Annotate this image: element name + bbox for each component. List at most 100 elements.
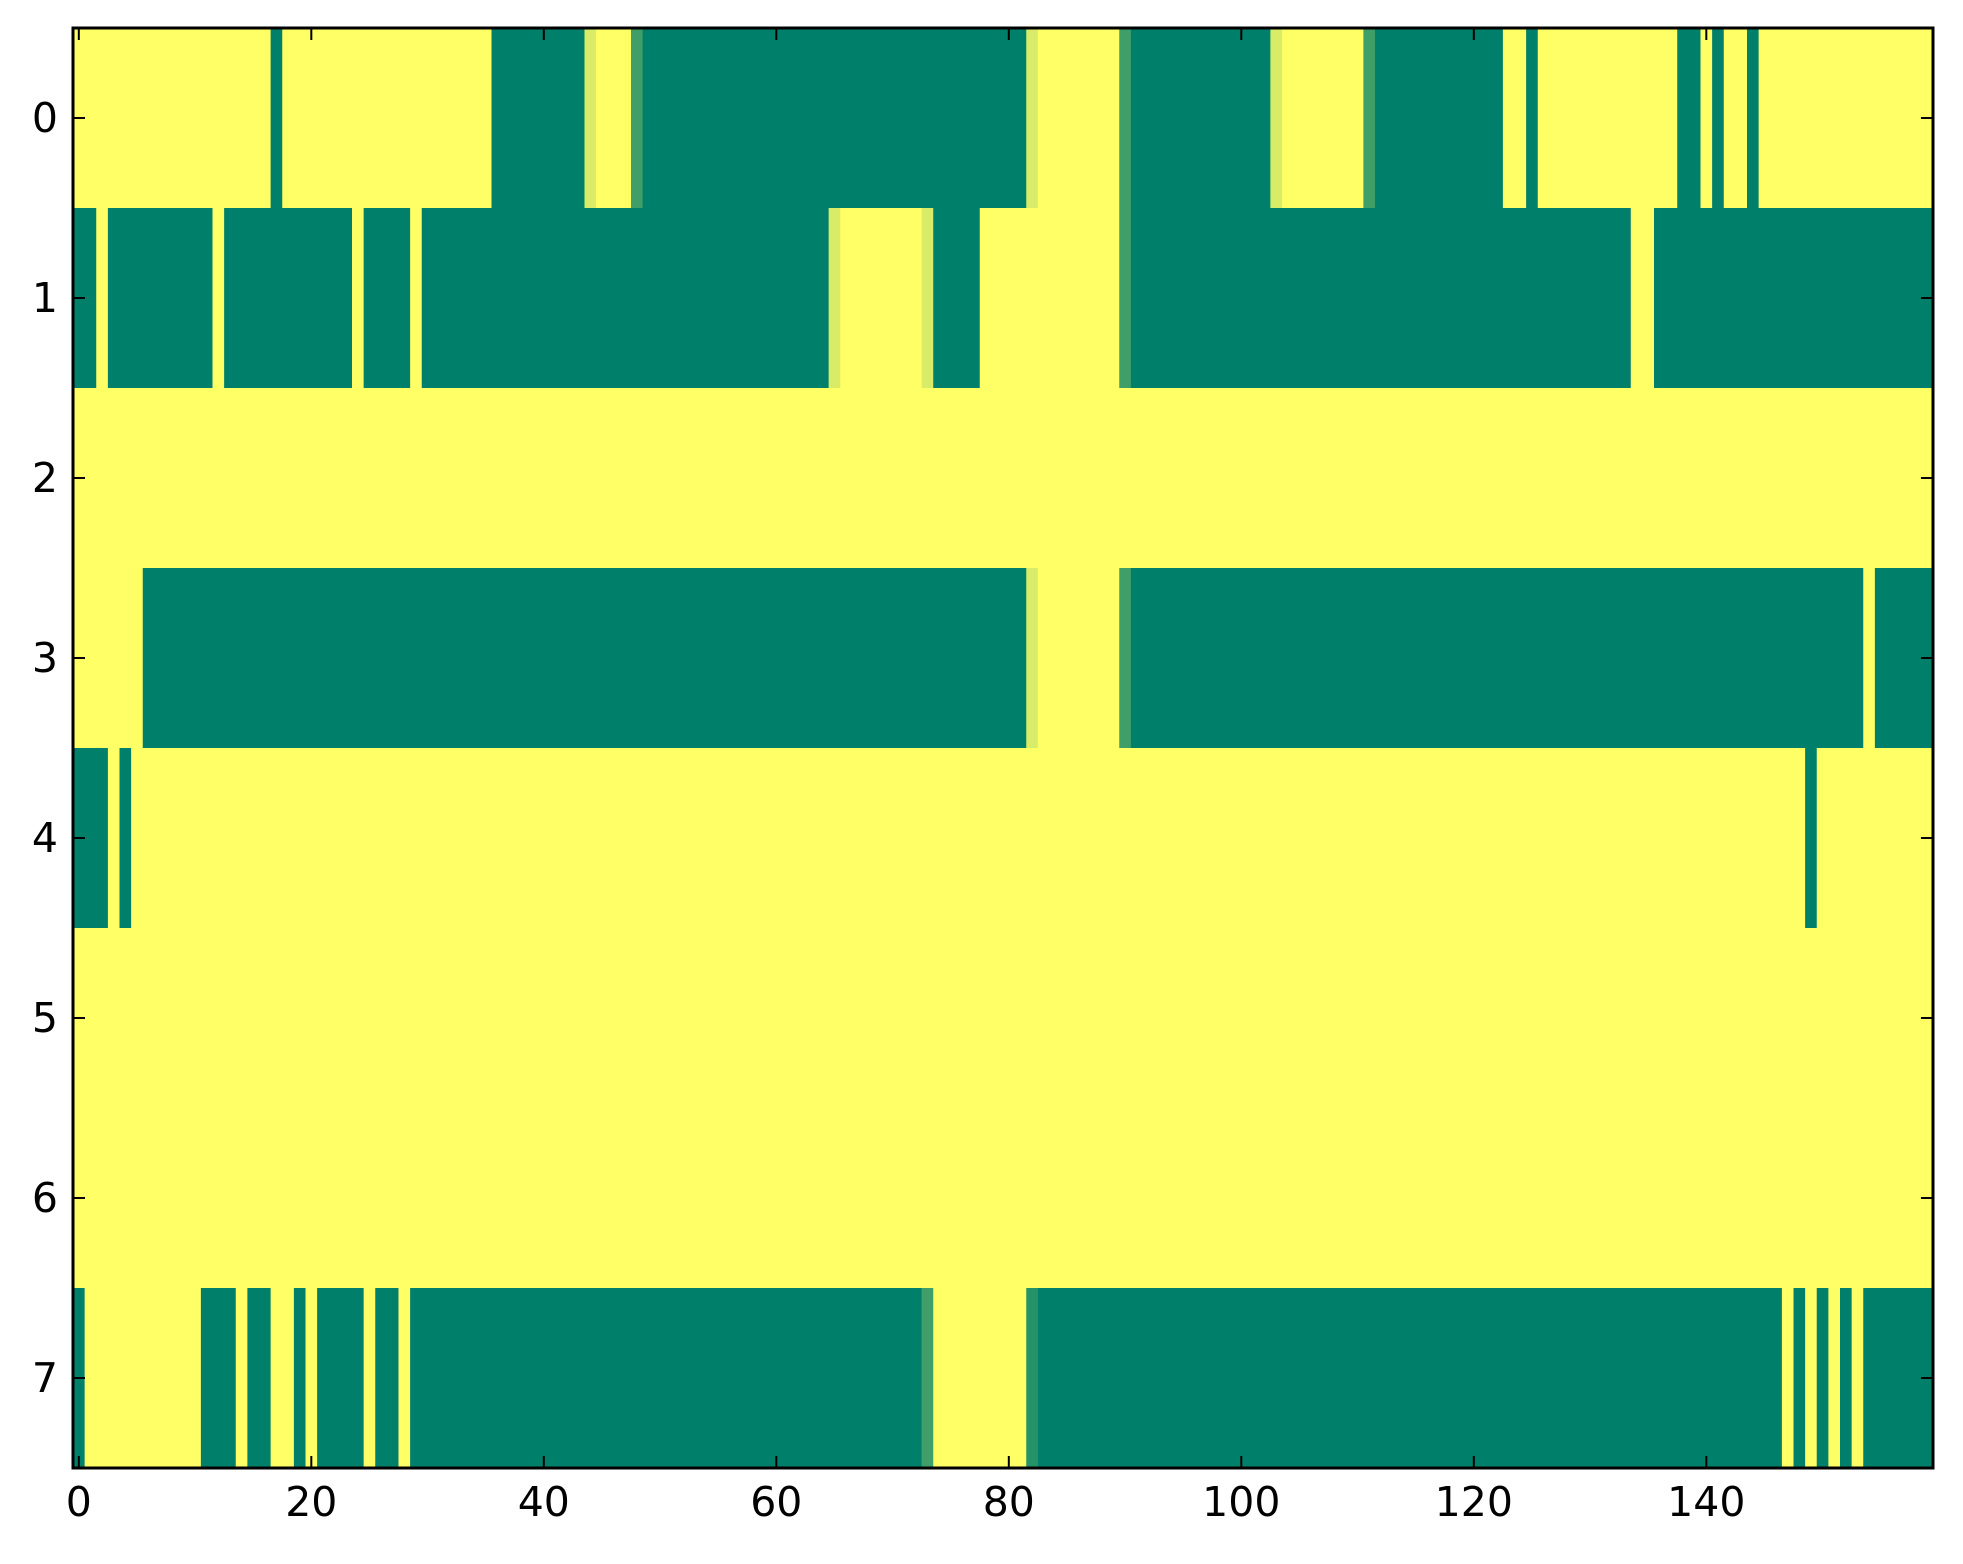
heatmap-cell-row-7-seg-17 bbox=[1781, 1288, 1795, 1469]
heatmap-cell-row-1-seg-3 bbox=[212, 208, 225, 389]
x-axis: 0 20 40 60 80 100 120 140 bbox=[66, 28, 1745, 1526]
heatmap-cell-row-0-seg-1 bbox=[270, 28, 283, 209]
heatmap-cell-row-7-seg-19 bbox=[1805, 1288, 1818, 1469]
heatmap-cell-row-4-seg-5 bbox=[1816, 748, 1934, 929]
heatmap-cell-row-7-seg-18 bbox=[1793, 1288, 1806, 1469]
heatmap-cell-row-0-seg-4 bbox=[584, 28, 597, 209]
heatmap-cell-row-7-seg-21 bbox=[1828, 1288, 1841, 1469]
heatmap-cell-row-7-seg-20 bbox=[1816, 1288, 1829, 1469]
heatmap-cell-row-0-seg-23 bbox=[1747, 28, 1760, 209]
heatmap-cell-row-0-seg-3 bbox=[491, 28, 586, 209]
heatmap-cell-row-7-seg-16 bbox=[1037, 1288, 1783, 1469]
heatmap-cell-row-0-seg-17 bbox=[1526, 28, 1539, 209]
heatmap-cell-row-3-seg-6 bbox=[1863, 568, 1876, 749]
heatmap-cell-row-7-seg-14 bbox=[933, 1288, 1027, 1469]
heatmap-cell-row-7-seg-10 bbox=[375, 1288, 400, 1469]
heatmap-cell-row-4-seg-2 bbox=[119, 748, 132, 929]
heatmap-cell-row-0-seg-0 bbox=[73, 28, 272, 209]
heatmap-cell-row-7-seg-23 bbox=[1851, 1288, 1864, 1469]
heatmap-cell-row-1-seg-1 bbox=[96, 208, 109, 389]
heatmap-cell-row-7-seg-22 bbox=[1840, 1288, 1853, 1469]
heatmap-cell-row-1-seg-11 bbox=[921, 208, 934, 389]
heatmap-cell-row-0-seg-13 bbox=[1282, 28, 1364, 209]
heatmap-cell-row-4-seg-1 bbox=[107, 748, 121, 929]
y-tick-label-5: 5 bbox=[32, 994, 58, 1042]
heatmap-cell-row-4-seg-3 bbox=[131, 748, 1806, 929]
y-tick-label-3: 3 bbox=[32, 634, 58, 682]
heatmap-cell-row-0-seg-2 bbox=[282, 28, 493, 209]
heatmap-cell-row-0-seg-5 bbox=[596, 28, 632, 209]
heatmap-cell-row-7-seg-2 bbox=[200, 1288, 237, 1469]
x-tick-label-100: 100 bbox=[1202, 1478, 1280, 1526]
heatmap-cell-row-0-seg-22 bbox=[1723, 28, 1748, 209]
heatmap-cell-row-7-seg-15 bbox=[1026, 1288, 1039, 1469]
heatmap-cell-row-0-seg-11 bbox=[1130, 28, 1271, 209]
x-tick-label-0: 0 bbox=[66, 1478, 92, 1526]
heatmap-cell-row-7-seg-13 bbox=[921, 1288, 934, 1469]
x-tick-label-120: 120 bbox=[1435, 1478, 1513, 1526]
y-axis: 0 1 2 3 4 5 6 7 bbox=[32, 94, 1933, 1402]
heatmap-cell-row-1-seg-12 bbox=[933, 208, 981, 389]
heatmap-cell-row-1-seg-4 bbox=[224, 208, 353, 389]
heatmap-cell-row-0-seg-15 bbox=[1375, 28, 1504, 209]
heatmap-cell-row-0-seg-8 bbox=[1026, 28, 1039, 209]
heatmap-cell-row-7-seg-4 bbox=[247, 1288, 272, 1469]
heatmap-cell-row-7-seg-3 bbox=[235, 1288, 248, 1469]
heatmap-cell-row-1-seg-14 bbox=[1119, 208, 1132, 389]
heatmap-cell-row-7-seg-7 bbox=[305, 1288, 318, 1469]
heatmap-cell-row-0-seg-14 bbox=[1363, 28, 1376, 209]
heatmap-cell-row-3-seg-5 bbox=[1130, 568, 1864, 749]
heatmap-cell-row-3-seg-4 bbox=[1119, 568, 1132, 749]
heatmap-cell-row-1-seg-17 bbox=[1654, 208, 1934, 389]
heatmap-cell-row-0-seg-18 bbox=[1537, 28, 1678, 209]
heatmap-cell-row-0-seg-7 bbox=[642, 28, 1027, 209]
heatmap-cell-row-1-seg-15 bbox=[1130, 208, 1632, 389]
heatmap-cell-row-0-seg-20 bbox=[1700, 28, 1713, 209]
heatmap-cell-row-5-seg-0 bbox=[73, 928, 1934, 1109]
heatmap-cell-row-7-seg-11 bbox=[398, 1288, 411, 1469]
heatmap-cell-row-1-seg-5 bbox=[352, 208, 365, 389]
heatmap-cell-row-3-seg-2 bbox=[1026, 568, 1039, 749]
heatmap-cell-row-0-seg-9 bbox=[1037, 28, 1120, 209]
heatmap-cell-row-0-seg-24 bbox=[1758, 28, 1934, 209]
heatmap-cell-row-7-seg-12 bbox=[410, 1288, 923, 1469]
x-tick-label-60: 60 bbox=[750, 1478, 802, 1526]
heatmap-cell-row-1-seg-2 bbox=[107, 208, 214, 389]
plot-frame bbox=[71, 26, 1935, 1470]
heatmap-cell-row-1-seg-6 bbox=[363, 208, 411, 389]
x-tick-label-20: 20 bbox=[285, 1478, 337, 1526]
y-tick-label-6: 6 bbox=[32, 1174, 58, 1222]
y-tick-label-4: 4 bbox=[32, 814, 58, 862]
heatmap-cell-row-0-seg-16 bbox=[1502, 28, 1527, 209]
heatmap-cell-row-1-seg-8 bbox=[421, 208, 830, 389]
heatmap-cell-row-0-seg-10 bbox=[1119, 28, 1132, 209]
y-tick-label-7: 7 bbox=[32, 1354, 58, 1402]
x-tick-label-80: 80 bbox=[983, 1478, 1035, 1526]
heatmap-cell-row-1-seg-9 bbox=[828, 208, 841, 389]
x-tick-label-40: 40 bbox=[518, 1478, 570, 1526]
heatmap-cell-row-2-seg-0 bbox=[73, 388, 1934, 569]
heatmap-cell-row-0-seg-12 bbox=[1270, 28, 1283, 209]
heatmap-cell-row-7-seg-1 bbox=[84, 1288, 202, 1469]
heatmap-cell-row-4-seg-4 bbox=[1805, 748, 1818, 929]
heatmap-cell-row-0-seg-6 bbox=[631, 28, 644, 209]
x-tick-label-140: 140 bbox=[1667, 1478, 1745, 1526]
heatmap-cell-row-1-seg-13 bbox=[979, 208, 1120, 389]
heatmap-cell-row-1-seg-10 bbox=[840, 208, 923, 389]
heatmap-cell-row-7-seg-9 bbox=[363, 1288, 376, 1469]
y-tick-label-2: 2 bbox=[32, 454, 58, 502]
heatmap-cell-row-7-seg-8 bbox=[317, 1288, 365, 1469]
heatmap-cell-row-6-seg-0 bbox=[73, 1108, 1934, 1289]
heatmap-cell-row-7-seg-5 bbox=[270, 1288, 295, 1469]
heatmap-cell-row-0-seg-21 bbox=[1712, 28, 1725, 209]
heatmap-cell-row-1-seg-16 bbox=[1630, 208, 1655, 389]
heatmap-cell-row-3-seg-3 bbox=[1037, 568, 1120, 749]
y-tick-label-1: 1 bbox=[32, 274, 58, 322]
y-tick-label-0: 0 bbox=[32, 94, 58, 142]
heatmap-cell-row-1-seg-7 bbox=[410, 208, 423, 389]
heatmap-cells bbox=[73, 28, 1934, 1469]
heatmap-cell-row-3-seg-1 bbox=[142, 568, 1027, 749]
heatmap-cell-row-7-seg-6 bbox=[293, 1288, 307, 1469]
heatmap-cell-row-0-seg-19 bbox=[1677, 28, 1702, 209]
